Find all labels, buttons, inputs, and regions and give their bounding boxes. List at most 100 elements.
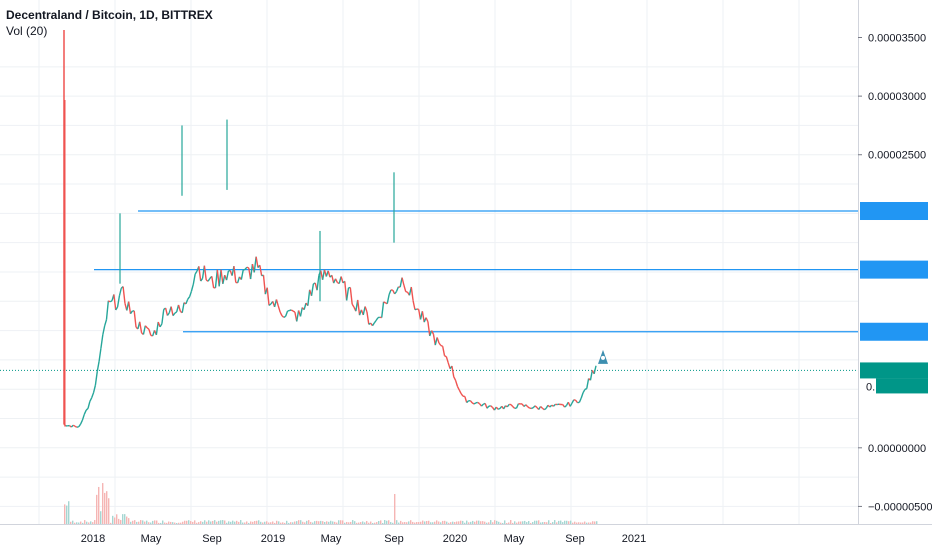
volume-bar (464, 522, 466, 524)
volume-bar (140, 520, 142, 524)
volume-bar (192, 521, 194, 524)
volume-bar (318, 521, 320, 524)
price-segment (373, 319, 377, 324)
volume-bar (200, 521, 202, 524)
price-segment (564, 405, 567, 408)
price-segment (425, 317, 429, 322)
price-segment (553, 403, 556, 407)
volume-bar (438, 521, 440, 524)
volume-bar (144, 521, 146, 524)
price-segment (281, 315, 285, 318)
volume-bar (178, 522, 180, 524)
volume-bar (126, 516, 128, 524)
volume-bar (102, 483, 104, 524)
volume-bar (182, 521, 184, 524)
price-segment (503, 405, 507, 410)
volume-bar (258, 520, 260, 524)
price-tick-label: 0.00000000 (868, 443, 926, 455)
price-segment (362, 306, 366, 316)
volume-bar (576, 522, 578, 524)
volume-bar (554, 520, 556, 524)
volume-bar (420, 521, 422, 524)
volume-bar (234, 521, 236, 524)
volume-bar (482, 521, 484, 524)
price-segment (441, 346, 446, 356)
volume-bar (134, 520, 136, 524)
price-segment (438, 342, 442, 346)
price-segment (444, 355, 447, 358)
price-segment (107, 300, 111, 303)
symbol-title[interactable]: Decentraland / Bitcoin, 1D, BITTREX (6, 8, 213, 22)
volume-bar (92, 522, 94, 524)
volume-bar (284, 522, 286, 524)
volume-bar (434, 521, 436, 524)
volume-bar (430, 522, 432, 524)
price-segment (331, 275, 335, 284)
volume-bar (254, 521, 256, 524)
volume-bar (528, 521, 530, 524)
volume-bar (172, 522, 174, 524)
price-segment (480, 403, 484, 407)
volume-bar (156, 520, 158, 524)
price-segment (453, 376, 457, 381)
price-segment (127, 301, 132, 314)
price-tick-label: 0.00003000 (868, 91, 926, 103)
volume-bar (388, 520, 390, 524)
volume-bar (412, 521, 414, 524)
price-segment (381, 301, 385, 318)
volume-bar (462, 520, 464, 524)
volume-bar (314, 521, 316, 524)
volume-bar (532, 522, 534, 524)
volume-bar (272, 521, 274, 524)
price-segment (410, 286, 414, 301)
volume-bar (108, 498, 110, 524)
volume-bar (360, 522, 362, 524)
volume-bar (106, 491, 108, 524)
time-tick-label: 2018 (81, 533, 105, 545)
volume-bar (68, 501, 70, 524)
volume-bar (322, 521, 324, 524)
volume-bar (218, 520, 220, 524)
volume-bar (548, 520, 550, 524)
volume-bar (206, 521, 208, 524)
volume-bar (190, 521, 192, 524)
volume-bar (228, 521, 230, 524)
volume-bar (596, 521, 598, 524)
volume-bar (456, 521, 458, 524)
volume-bar (326, 521, 328, 524)
volume-bar (112, 515, 114, 524)
price-segment (505, 405, 508, 408)
price-segment (401, 277, 405, 286)
price-segment (547, 404, 551, 408)
volume-bar (432, 522, 434, 524)
volume-bar (276, 520, 278, 524)
volume-bar (390, 522, 392, 524)
volume-bar (278, 521, 280, 524)
volume-bar (210, 521, 212, 524)
price-segment (211, 276, 215, 288)
price-segment (240, 270, 244, 280)
price-segment (436, 337, 440, 344)
volume-bar (468, 522, 470, 524)
volume-bar (110, 522, 112, 524)
volume-bar (370, 521, 372, 524)
volume-indicator-label[interactable]: Vol (20) (6, 24, 48, 38)
price-segment (222, 274, 226, 284)
volume-bar (330, 520, 332, 524)
volume-bar (502, 522, 504, 524)
volume-bar (80, 521, 82, 524)
price-segment (148, 329, 152, 336)
volume-bar (338, 520, 340, 524)
price-segment (177, 304, 182, 312)
price-segment (188, 290, 193, 297)
price-segment (510, 404, 514, 408)
price-segment (430, 330, 435, 335)
price-segment (146, 327, 150, 330)
price-segment (63, 423, 67, 427)
volume-bar (448, 522, 450, 524)
volume-bar (580, 522, 582, 524)
volume-bar (72, 520, 74, 524)
volume-bar (78, 522, 80, 524)
